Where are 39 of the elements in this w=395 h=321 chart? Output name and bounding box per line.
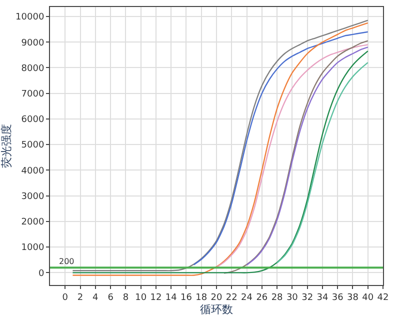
y-tick-label: 9000 [21, 38, 44, 48]
x-tick-label: 2 [77, 292, 84, 303]
y-tick-label: 0 [38, 268, 44, 279]
x-tick-label: 12 [150, 292, 162, 303]
x-tick-label: 30 [286, 292, 298, 303]
line-series [276, 62, 368, 264]
x-tick-label: 28 [271, 292, 284, 303]
x-tick-label: 36 [332, 292, 344, 303]
x-tick-label: 18 [196, 292, 208, 303]
y-tick-label: 4000 [21, 166, 44, 176]
x-tick-label: 24 [241, 292, 253, 303]
line-series [246, 46, 368, 266]
x-tick-label: 14 [165, 292, 178, 303]
ref-line-label: 200 [59, 257, 74, 266]
y-tick-label: 6000 [21, 115, 44, 126]
y-tick-label: 10000 [16, 12, 44, 23]
x-tick-label: 16 [180, 292, 192, 303]
y-tick-label: 8000 [21, 64, 44, 74]
y-tick-label: 1000 [21, 243, 44, 254]
x-tick-label: 6 [108, 292, 114, 303]
y-tick-label: 3000 [21, 192, 44, 202]
y-tick-label: 5000 [21, 140, 44, 151]
x-axis-title: 循环数 [200, 302, 233, 316]
x-tick-label: 38 [347, 292, 359, 303]
x-tick-label: 32 [302, 292, 314, 303]
line-series [193, 31, 368, 266]
x-tick-label: 42 [377, 292, 389, 303]
x-tick-label: 4 [92, 292, 99, 303]
x-tick-label: 22 [226, 292, 238, 303]
x-tick-label: 34 [316, 292, 328, 303]
x-tick-label: 40 [362, 292, 374, 303]
x-tick-label: 20 [210, 292, 222, 303]
x-tick-label: 8 [122, 292, 129, 303]
y-axis-title: 荧光强度 [0, 124, 14, 168]
x-tick-label: 26 [256, 292, 268, 303]
x-tick-label: 0 [62, 292, 68, 303]
y-tick-label: 2000 [21, 218, 44, 228]
y-tick-label: 7000 [21, 90, 44, 100]
x-tick-label: 10 [135, 292, 147, 303]
